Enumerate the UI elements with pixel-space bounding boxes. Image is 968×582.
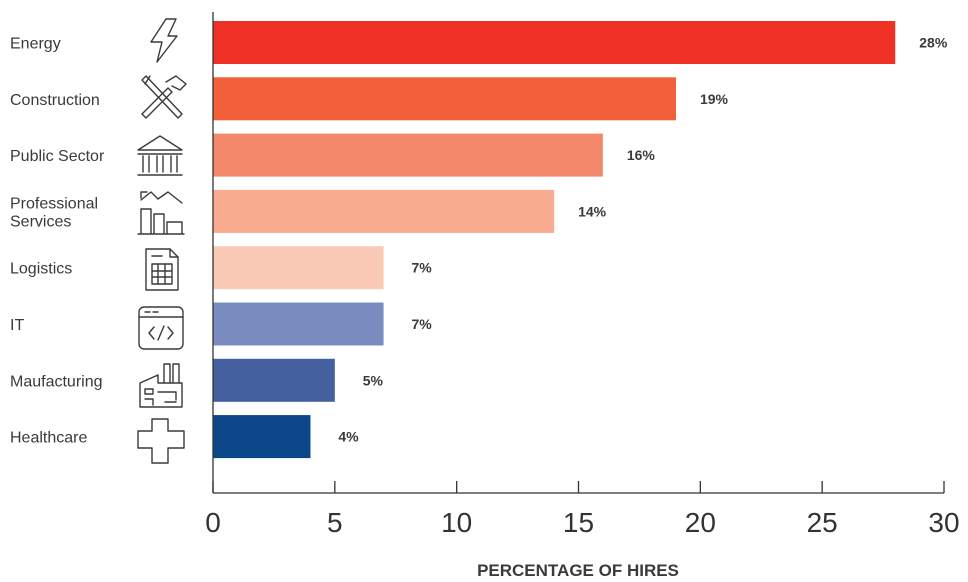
category-label: IT [10,317,24,334]
category-icons [137,18,187,464]
x-tick-label: 0 [205,507,221,538]
value-label: 14% [578,203,607,219]
category-label: Maufacturing [10,373,103,390]
factory-icon [139,363,183,408]
value-label: 4% [338,429,359,445]
value-label: 7% [411,260,432,276]
medical-cross-icon [137,418,185,464]
category-label: Construction [10,92,100,109]
x-tick-label: 25 [807,507,838,538]
value-label: 5% [363,372,384,388]
lightning-icon [150,18,178,63]
bar-public-sector [213,133,603,177]
bar-professional-services [213,189,555,233]
bars [213,21,896,459]
x-tick-label: 10 [441,507,472,538]
bar-construction [213,77,676,121]
document-table-icon [145,248,179,291]
value-label: 7% [411,316,432,332]
x-tick-label: 20 [685,507,716,538]
x-tick-label: 30 [928,507,959,538]
chart-buildings-icon [137,191,185,235]
bar-healthcare [213,415,311,459]
x-axis: 0 5 10 15 20 25 30 [205,12,960,538]
government-building-icon [137,135,183,176]
x-axis-title: PERCENTAGE OF HIRES [477,561,679,580]
code-window-icon [138,306,184,350]
category-label: Public Sector [10,148,105,165]
x-tick-label: 15 [563,507,594,538]
category-label: Healthcare [10,430,87,447]
category-labels: Energy Construction Public Sector Professio… [10,36,105,447]
value-label: 19% [700,91,729,107]
category-label: Professional Services [10,195,98,230]
value-label: 28% [919,35,948,51]
x-tick-label: 5 [327,507,343,538]
category-label: Logistics [10,261,72,278]
value-labels: 28% 19% 16% 14% 7% 7% 5% 4% [338,35,947,445]
bar-energy [213,21,896,64]
tools-icon [141,75,187,119]
bar-it [213,302,384,346]
bar-maufacturing [213,358,335,402]
category-label: Energy [10,36,61,53]
value-label: 16% [627,147,656,163]
bar-logistics [213,246,384,290]
